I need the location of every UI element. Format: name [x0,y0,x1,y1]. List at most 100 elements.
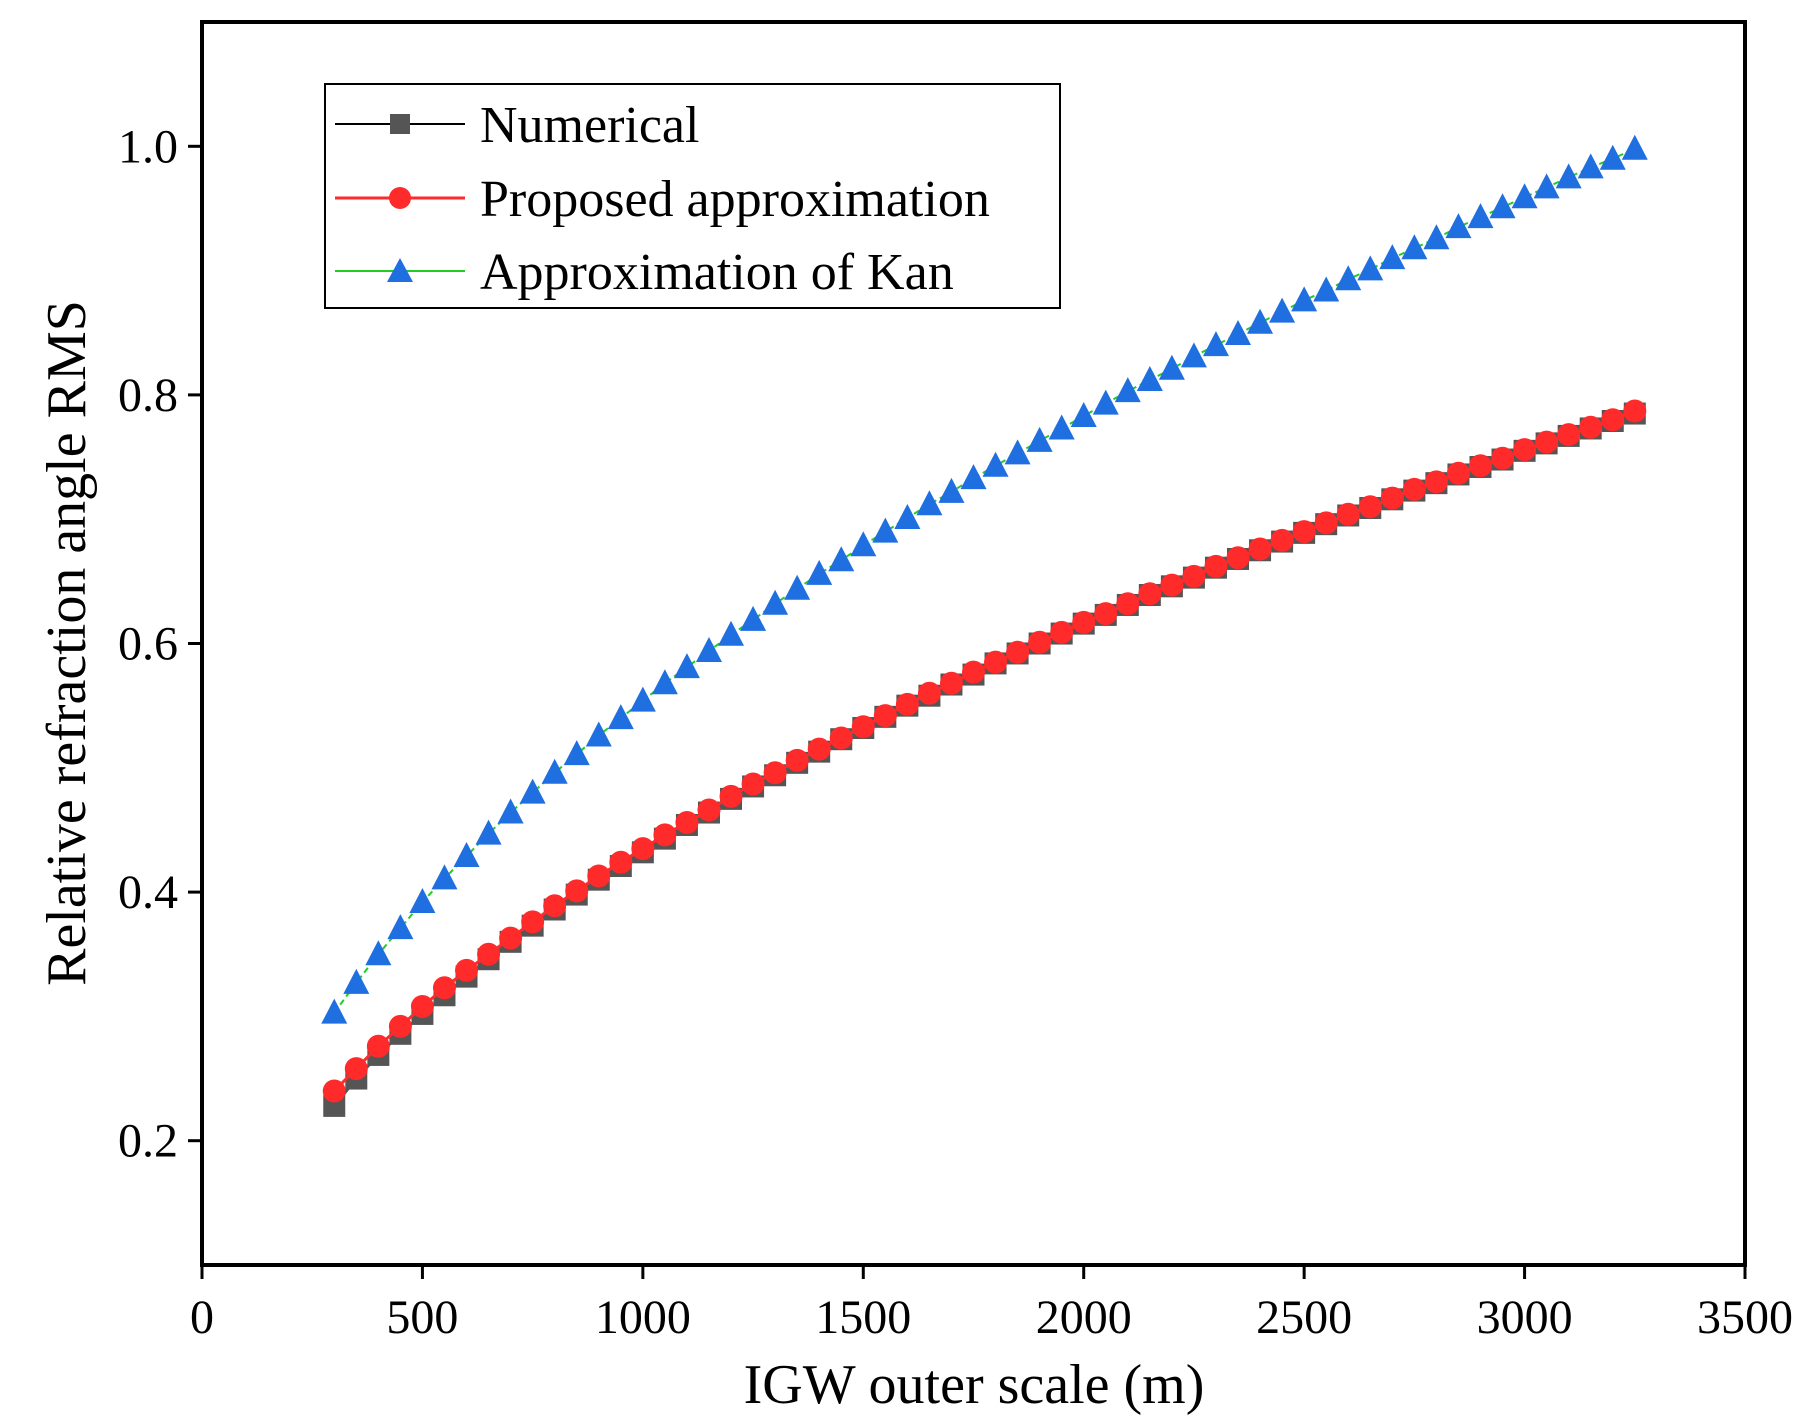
data-point [740,605,767,631]
data-point [762,589,789,615]
data-point [541,758,568,784]
data-point [1446,461,1470,485]
data-point [1028,630,1052,654]
data-point [1491,446,1515,470]
data-point [894,503,921,529]
legend-label-proposed: Proposed approximation [480,171,990,228]
data-point [1225,319,1252,345]
data-point [719,784,743,808]
data-point [1270,528,1294,552]
data-point [872,517,899,543]
data-point [1513,438,1537,462]
data-point [431,864,458,890]
data-point [344,1057,368,1081]
data-point [1599,144,1626,170]
data-point [1248,537,1272,561]
data-point [1136,365,1163,391]
data-point [806,559,833,585]
data-point [1623,399,1647,423]
x-tick-label: 3500 [1697,1291,1793,1344]
data-point [916,490,943,516]
data-point [1138,582,1162,606]
data-point [1269,297,1296,323]
data-point [1116,592,1140,616]
data-point [409,888,436,914]
data-point [1247,308,1274,334]
x-tick-label: 2500 [1256,1291,1352,1344]
data-point [1050,620,1074,644]
data-point [829,726,853,750]
legend-entry-proposed: Proposed approximation [335,171,990,228]
data-point [322,1079,346,1103]
data-point [1182,564,1206,588]
legend-entry-kan: Approximation of Kan [335,244,954,301]
data-point [1070,402,1097,428]
data-point [587,864,611,888]
data-point [1092,389,1119,415]
data-point [939,671,963,695]
data-point [785,748,809,772]
data-point [938,477,965,503]
data-point [1313,276,1340,302]
data-point [1026,426,1053,452]
data-point [960,464,987,490]
x-tick-label: 3000 [1477,1291,1573,1344]
series-approximation-of-kan [321,134,1648,1024]
y-tick-label: 0.2 [118,1115,178,1168]
data-point [1601,408,1625,432]
data-point [675,810,699,834]
x-tick-label: 500 [386,1291,458,1344]
data-point [784,574,811,600]
data-point [521,910,545,934]
data-point [718,620,745,646]
data-point [982,451,1009,477]
legend-label-kan: Approximation of Kan [480,244,954,301]
data-point [1204,554,1228,578]
data-point [453,842,480,868]
data-point [653,823,677,847]
data-point [1577,153,1604,179]
data-point [609,850,633,874]
data-point [475,819,502,845]
data-point [984,650,1008,674]
data-point [1468,454,1492,478]
data-point [1379,244,1406,270]
data-point [1202,331,1229,357]
data-point [1358,495,1382,519]
data-point [763,761,787,785]
data-point [1555,163,1582,189]
data-point [388,1014,412,1038]
data-point [1621,134,1648,160]
data-point [565,879,589,903]
y-tick-label: 0.8 [118,369,178,422]
data-point [1489,193,1516,219]
data-point [673,653,700,679]
data-point [807,737,831,761]
data-point [365,940,392,966]
data-point [387,914,414,940]
data-point [828,546,855,572]
data-point [917,681,941,705]
legend: Numerical Proposed approximation Approxi… [324,83,1061,309]
data-point [629,686,656,712]
y-tick-label: 1.0 [118,120,178,173]
data-point [432,976,456,1000]
data-point [519,778,546,804]
data-point [1533,173,1560,199]
data-series [321,134,1648,1117]
legend-marker-numerical [390,114,410,134]
data-point [1423,224,1450,250]
data-point [873,704,897,728]
data-point [1160,573,1184,597]
data-point [455,958,479,982]
legend-label-numerical: Numerical [480,97,699,154]
data-point [851,715,875,739]
x-tick-label: 1500 [815,1291,911,1344]
x-tick-label: 1000 [595,1291,691,1344]
data-point [1226,546,1250,570]
data-point [1114,377,1141,403]
series-proposed-approximation [322,399,1647,1103]
data-point [1004,439,1031,465]
data-point [631,837,655,861]
